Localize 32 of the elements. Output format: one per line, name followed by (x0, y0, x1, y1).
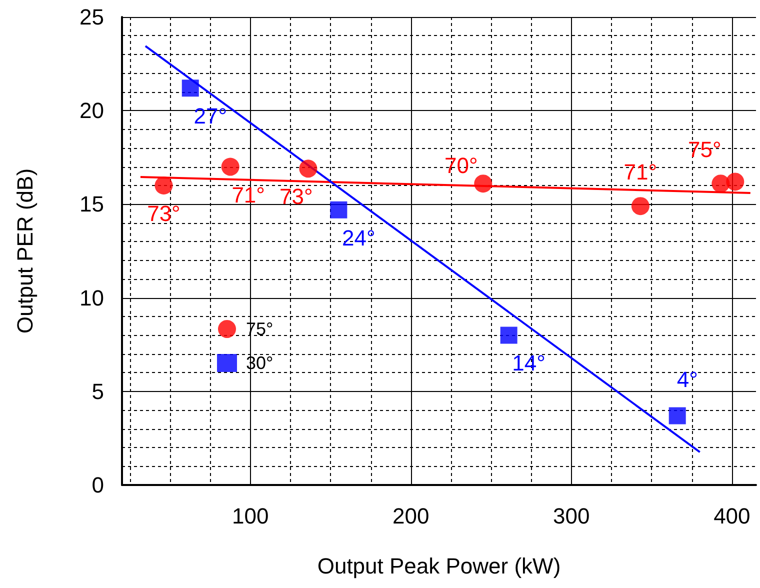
point (330, 201, 348, 218)
annotation: 27° (194, 104, 228, 129)
y-tick-label: 20 (80, 98, 104, 124)
point (154, 176, 173, 194)
annotation: 4° (676, 367, 698, 392)
point (474, 174, 492, 193)
annotation: 75° (688, 137, 722, 162)
point (631, 197, 650, 216)
annotation: 71° (624, 160, 658, 185)
annotation: 73° (280, 184, 313, 210)
y-axis-title: Output PER (dB) (12, 168, 38, 334)
annotation: 70° (444, 153, 478, 178)
x-axis-title: Output Peak Power (kW) (317, 554, 561, 578)
annotation: 73° (147, 200, 180, 226)
point (726, 172, 744, 191)
annotation: 24° (342, 225, 376, 250)
point (299, 160, 318, 178)
y-tick-label: 0 (92, 472, 104, 498)
point (182, 80, 199, 97)
y-tick-label: 25 (80, 4, 104, 30)
x-tick-label: 200 (392, 504, 430, 528)
y-tick-label: 5 (92, 378, 104, 404)
x-tick-label: 400 (714, 504, 750, 528)
point (500, 326, 518, 344)
point (712, 174, 730, 193)
annotation: 14° (512, 350, 546, 376)
x-tick-label: 300 (553, 504, 590, 528)
point (221, 158, 240, 176)
point (668, 407, 686, 424)
y-tick-label: 15 (80, 192, 104, 217)
y-tick-label: 10 (80, 285, 104, 310)
x-tick-label: 100 (232, 504, 269, 528)
